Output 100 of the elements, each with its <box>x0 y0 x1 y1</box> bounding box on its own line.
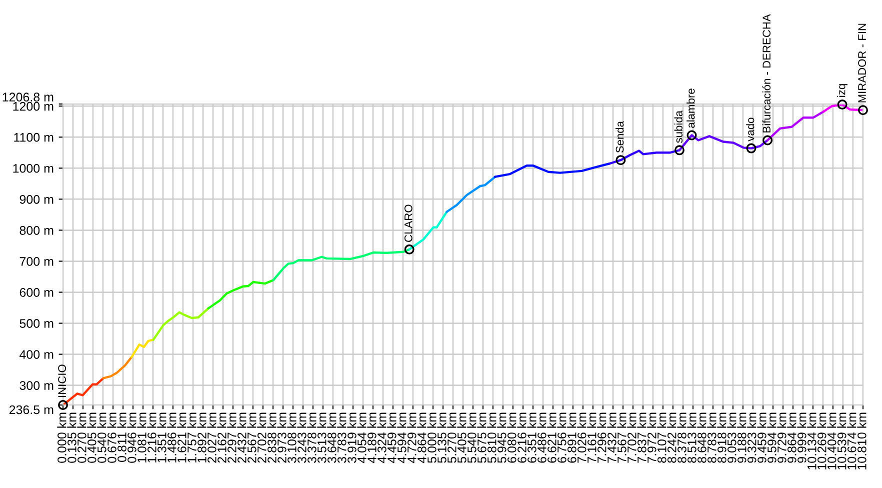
x-tick-label: 2.027 km <box>207 412 216 463</box>
x-tick-label: 4.324 km <box>377 412 386 464</box>
y-tick-label: 800 m <box>20 226 54 235</box>
annotation: Bifurcación - DERECHA <box>762 14 771 132</box>
y-tick-label: 700 m <box>20 257 54 266</box>
y-tick-label: 1206.8 m <box>2 92 54 102</box>
x-tick-label: 6.756 km <box>557 412 566 463</box>
x-tick-label: 7.837 km <box>637 412 646 463</box>
y-tick-label: 400 m <box>20 350 54 359</box>
y-tick-label: 236.5 m <box>9 405 54 414</box>
y-tick-label: 900 m <box>20 194 54 204</box>
x-tick-label: 4.459 km <box>387 412 396 464</box>
annotation: izq <box>837 84 848 97</box>
annotation: subida <box>674 110 682 143</box>
x-tick-label: 4.864 km <box>417 412 426 464</box>
x-tick-label: 8.242 km <box>667 412 676 463</box>
line-series <box>152 307 210 341</box>
x-tick-label: 0.405 km <box>87 412 96 463</box>
x-tick-label: 9.594 km <box>767 412 776 463</box>
x-tick-label: 5.810 km <box>487 412 496 463</box>
annotation: MIRADOR - FIN <box>858 24 866 102</box>
x-tick-label: 6.080 km <box>507 412 516 463</box>
line-series <box>102 356 133 380</box>
x-tick-label: 2.973 km <box>277 412 286 463</box>
x-tick-label: 7.026 km <box>577 412 586 463</box>
annotation: CLARO <box>404 204 412 242</box>
x-tick-label: 10.269 km <box>817 412 826 470</box>
x-tick-label: 6.891 km <box>567 412 576 463</box>
x-tick-label: 0.270 km <box>77 412 86 463</box>
x-tick-label: 7.567 km <box>617 412 626 463</box>
x-tick-label: 2.162 km <box>217 412 226 463</box>
x-tick-label: 9.999 km <box>797 412 806 463</box>
x-tick-label: 9.323 km <box>747 412 756 463</box>
x-tick-label: 0.811 km <box>117 412 126 462</box>
x-tick-label: 3.243 km <box>297 412 306 463</box>
x-tick-label: 4.594 km <box>397 412 406 464</box>
x-tick-label: 1.621 km <box>177 412 186 462</box>
annotation: vado <box>746 118 754 142</box>
y-tick-label: 1200 m <box>13 102 54 111</box>
x-tick-label: 7.432 km <box>607 412 616 463</box>
x-tick-label: 6.216 km <box>517 412 526 463</box>
x-tick-label: 2.838 km <box>267 412 276 463</box>
x-tick-label: 8.783 km <box>707 412 716 463</box>
x-tick-label: 5.405 km <box>457 412 466 463</box>
x-tick-label: 9.188 km <box>737 412 746 463</box>
x-tick-label: 6.621 km <box>547 412 556 463</box>
line-series <box>207 279 274 310</box>
y-tick-label: 1100 m <box>14 132 54 142</box>
x-tick-label: 8.513 km <box>687 412 696 463</box>
x-tick-label: 3.513 km <box>317 412 326 463</box>
x-tick-label: 9.459 km <box>757 412 766 463</box>
x-tick-label: 10.404 km <box>827 412 836 470</box>
x-tick-label: 2.702 km <box>257 412 266 463</box>
x-tick-label: 0.540 km <box>97 412 106 463</box>
x-tick-label: 3.783 km <box>337 412 346 463</box>
x-tick-label: 3.919 km <box>347 412 356 463</box>
x-tick-label: 9.053 km <box>727 412 736 463</box>
x-tick-label: 10.539 km <box>837 412 846 470</box>
x-tick-label: 1.081 km <box>137 412 146 462</box>
x-tick-label: 10.674 km <box>847 412 856 470</box>
x-tick-label: 7.296 km <box>597 412 606 463</box>
x-tick-label: 3.378 km <box>307 412 316 463</box>
x-tick-label: 9.864 km <box>787 412 796 463</box>
x-tick-label: 0.676 km <box>107 412 116 463</box>
annotation: Senda <box>616 121 624 153</box>
y-tick-label: 1000 m <box>13 164 54 173</box>
x-tick-label: 7.972 km <box>647 412 656 463</box>
line-series <box>494 162 612 178</box>
x-tick-label: 6.351 km <box>527 412 536 463</box>
x-tick-label: 6.486 km <box>537 412 546 463</box>
x-tick-label: 0.000 km <box>57 412 66 463</box>
x-tick-label: 1.892 km <box>197 412 206 462</box>
y-tick-label: 600 m <box>20 288 54 297</box>
x-tick-label: 1.757 km <box>187 412 196 462</box>
x-tick-label: 1.216 km <box>147 412 156 462</box>
x-tick-label: 5.540 km <box>467 412 476 463</box>
x-tick-label: 5.945 km <box>497 412 506 463</box>
x-tick-label: 0.946 km <box>127 412 136 463</box>
annotation: alambre <box>686 88 695 128</box>
x-tick-label: 10.810 km <box>857 412 866 470</box>
x-tick-label: 2.297 km <box>227 412 236 463</box>
x-tick-label: 4.189 km <box>367 412 376 464</box>
x-tick-label: 8.918 km <box>717 412 726 463</box>
x-tick-label: 5.675 km <box>477 412 486 463</box>
line-series <box>446 176 496 213</box>
x-tick-label: 8.648 km <box>697 412 706 463</box>
y-tick-label: 500 m <box>20 319 54 328</box>
x-tick-label: 8.107 km <box>657 412 666 463</box>
x-tick-label: 4.054 km <box>357 412 366 464</box>
x-tick-label: 8.378 km <box>677 412 686 463</box>
x-tick-label: 3.108 km <box>287 412 296 463</box>
y-tick-label: 300 m <box>20 381 54 390</box>
x-tick-label: 7.702 km <box>627 412 636 463</box>
x-tick-label: 2.432 km <box>237 412 246 463</box>
x-tick-label: 0.135 km <box>67 412 76 463</box>
x-tick-label: 1.351 km <box>157 412 166 462</box>
line-series <box>130 338 154 358</box>
x-tick-label: 5.270 km <box>447 412 456 463</box>
x-tick-label: 5.135 km <box>437 412 446 463</box>
x-tick-label: 10.134 km <box>807 412 816 470</box>
